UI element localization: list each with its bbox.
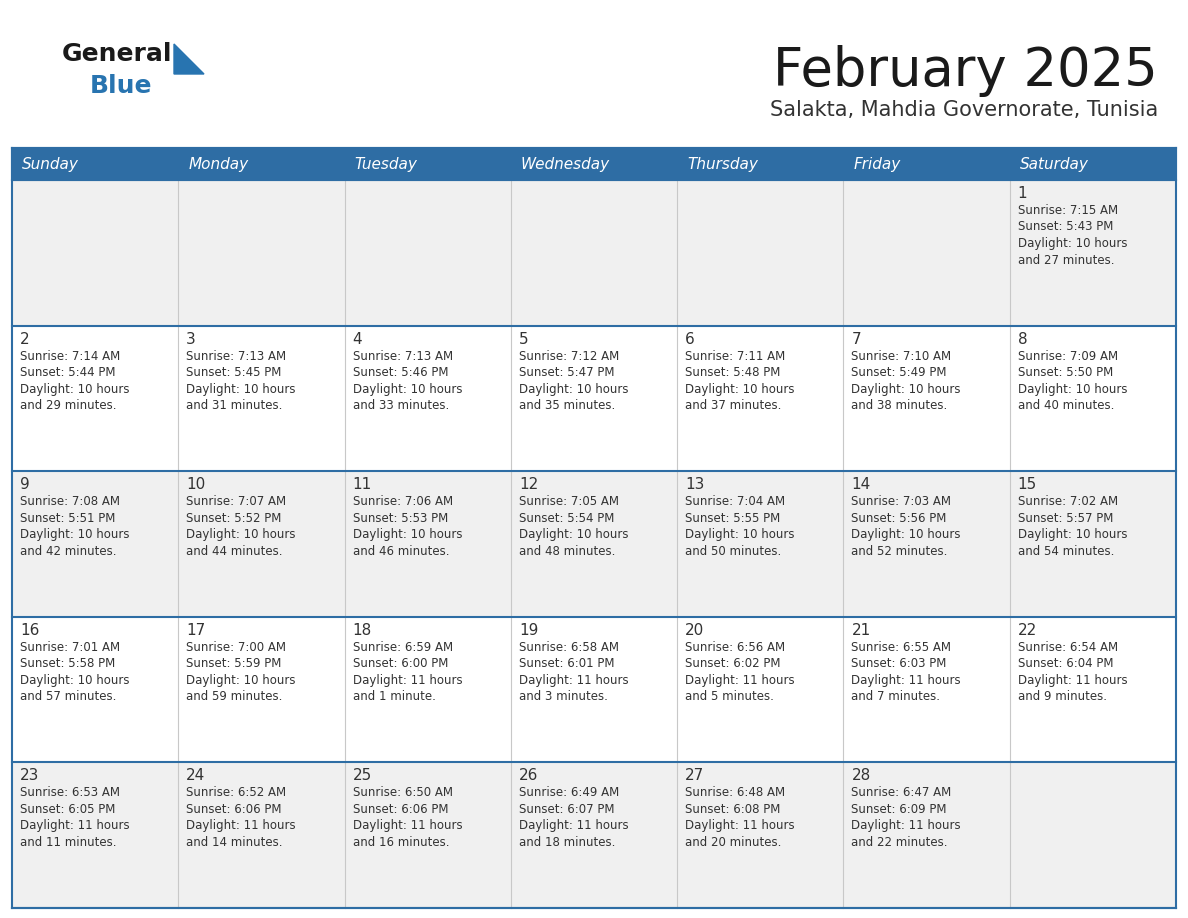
Text: Sunrise: 6:56 AM
Sunset: 6:02 PM
Daylight: 11 hours
and 5 minutes.: Sunrise: 6:56 AM Sunset: 6:02 PM Dayligh… bbox=[685, 641, 795, 703]
Bar bbox=[12, 617, 1176, 763]
Text: Sunrise: 6:50 AM
Sunset: 6:06 PM
Daylight: 11 hours
and 16 minutes.: Sunrise: 6:50 AM Sunset: 6:06 PM Dayligh… bbox=[353, 787, 462, 849]
Text: 4: 4 bbox=[353, 331, 362, 347]
Text: 7: 7 bbox=[852, 331, 861, 347]
Text: 22: 22 bbox=[1018, 622, 1037, 638]
Text: Sunrise: 6:53 AM
Sunset: 6:05 PM
Daylight: 11 hours
and 11 minutes.: Sunrise: 6:53 AM Sunset: 6:05 PM Dayligh… bbox=[20, 787, 129, 849]
Text: 5: 5 bbox=[519, 331, 529, 347]
Bar bbox=[12, 471, 1176, 617]
Text: Sunrise: 7:03 AM
Sunset: 5:56 PM
Daylight: 10 hours
and 52 minutes.: Sunrise: 7:03 AM Sunset: 5:56 PM Dayligh… bbox=[852, 495, 961, 558]
Bar bbox=[677, 148, 843, 180]
Text: Sunrise: 6:59 AM
Sunset: 6:00 PM
Daylight: 11 hours
and 1 minute.: Sunrise: 6:59 AM Sunset: 6:00 PM Dayligh… bbox=[353, 641, 462, 703]
Text: Sunrise: 7:10 AM
Sunset: 5:49 PM
Daylight: 10 hours
and 38 minutes.: Sunrise: 7:10 AM Sunset: 5:49 PM Dayligh… bbox=[852, 350, 961, 412]
Text: Sunrise: 7:04 AM
Sunset: 5:55 PM
Daylight: 10 hours
and 50 minutes.: Sunrise: 7:04 AM Sunset: 5:55 PM Dayligh… bbox=[685, 495, 795, 558]
Bar bbox=[1010, 148, 1176, 180]
Text: Sunrise: 6:48 AM
Sunset: 6:08 PM
Daylight: 11 hours
and 20 minutes.: Sunrise: 6:48 AM Sunset: 6:08 PM Dayligh… bbox=[685, 787, 795, 849]
Text: 13: 13 bbox=[685, 477, 704, 492]
Text: Saturday: Saturday bbox=[1019, 156, 1088, 172]
Text: Wednesday: Wednesday bbox=[520, 156, 609, 172]
Bar bbox=[12, 763, 1176, 908]
Bar bbox=[843, 148, 1010, 180]
Bar bbox=[345, 148, 511, 180]
Text: Thursday: Thursday bbox=[687, 156, 758, 172]
Bar bbox=[12, 148, 1176, 180]
Text: Sunrise: 6:47 AM
Sunset: 6:09 PM
Daylight: 11 hours
and 22 minutes.: Sunrise: 6:47 AM Sunset: 6:09 PM Dayligh… bbox=[852, 787, 961, 849]
Text: Sunrise: 7:01 AM
Sunset: 5:58 PM
Daylight: 10 hours
and 57 minutes.: Sunrise: 7:01 AM Sunset: 5:58 PM Dayligh… bbox=[20, 641, 129, 703]
Text: 28: 28 bbox=[852, 768, 871, 783]
Text: Sunrise: 7:00 AM
Sunset: 5:59 PM
Daylight: 10 hours
and 59 minutes.: Sunrise: 7:00 AM Sunset: 5:59 PM Dayligh… bbox=[187, 641, 296, 703]
Text: 16: 16 bbox=[20, 622, 39, 638]
Text: 21: 21 bbox=[852, 622, 871, 638]
Text: Sunrise: 7:08 AM
Sunset: 5:51 PM
Daylight: 10 hours
and 42 minutes.: Sunrise: 7:08 AM Sunset: 5:51 PM Dayligh… bbox=[20, 495, 129, 558]
Bar bbox=[511, 148, 677, 180]
Text: Sunrise: 7:11 AM
Sunset: 5:48 PM
Daylight: 10 hours
and 37 minutes.: Sunrise: 7:11 AM Sunset: 5:48 PM Dayligh… bbox=[685, 350, 795, 412]
Text: General: General bbox=[62, 42, 172, 66]
Text: 14: 14 bbox=[852, 477, 871, 492]
Text: Sunrise: 7:09 AM
Sunset: 5:50 PM
Daylight: 10 hours
and 40 minutes.: Sunrise: 7:09 AM Sunset: 5:50 PM Dayligh… bbox=[1018, 350, 1127, 412]
Bar bbox=[12, 326, 1176, 471]
Text: Sunrise: 7:07 AM
Sunset: 5:52 PM
Daylight: 10 hours
and 44 minutes.: Sunrise: 7:07 AM Sunset: 5:52 PM Dayligh… bbox=[187, 495, 296, 558]
Text: 3: 3 bbox=[187, 331, 196, 347]
Text: Sunrise: 6:58 AM
Sunset: 6:01 PM
Daylight: 11 hours
and 3 minutes.: Sunrise: 6:58 AM Sunset: 6:01 PM Dayligh… bbox=[519, 641, 628, 703]
Text: 23: 23 bbox=[20, 768, 39, 783]
Bar bbox=[12, 180, 1176, 326]
Text: Sunrise: 6:52 AM
Sunset: 6:06 PM
Daylight: 11 hours
and 14 minutes.: Sunrise: 6:52 AM Sunset: 6:06 PM Dayligh… bbox=[187, 787, 296, 849]
Text: 6: 6 bbox=[685, 331, 695, 347]
Text: Sunrise: 7:02 AM
Sunset: 5:57 PM
Daylight: 10 hours
and 54 minutes.: Sunrise: 7:02 AM Sunset: 5:57 PM Dayligh… bbox=[1018, 495, 1127, 558]
Bar bbox=[12, 148, 178, 180]
Text: 1: 1 bbox=[1018, 186, 1028, 201]
Text: Sunrise: 7:06 AM
Sunset: 5:53 PM
Daylight: 10 hours
and 46 minutes.: Sunrise: 7:06 AM Sunset: 5:53 PM Dayligh… bbox=[353, 495, 462, 558]
Text: 8: 8 bbox=[1018, 331, 1028, 347]
Text: Sunrise: 6:54 AM
Sunset: 6:04 PM
Daylight: 11 hours
and 9 minutes.: Sunrise: 6:54 AM Sunset: 6:04 PM Dayligh… bbox=[1018, 641, 1127, 703]
Text: Sunday: Sunday bbox=[23, 156, 78, 172]
Text: 20: 20 bbox=[685, 622, 704, 638]
Text: 15: 15 bbox=[1018, 477, 1037, 492]
Text: 2: 2 bbox=[20, 331, 30, 347]
Text: 17: 17 bbox=[187, 622, 206, 638]
Text: 19: 19 bbox=[519, 622, 538, 638]
Text: February 2025: February 2025 bbox=[773, 45, 1158, 97]
Text: Blue: Blue bbox=[90, 74, 152, 98]
Bar bbox=[178, 148, 345, 180]
Text: Sunrise: 7:12 AM
Sunset: 5:47 PM
Daylight: 10 hours
and 35 minutes.: Sunrise: 7:12 AM Sunset: 5:47 PM Dayligh… bbox=[519, 350, 628, 412]
Text: Sunrise: 7:05 AM
Sunset: 5:54 PM
Daylight: 10 hours
and 48 minutes.: Sunrise: 7:05 AM Sunset: 5:54 PM Dayligh… bbox=[519, 495, 628, 558]
Text: Sunrise: 7:14 AM
Sunset: 5:44 PM
Daylight: 10 hours
and 29 minutes.: Sunrise: 7:14 AM Sunset: 5:44 PM Dayligh… bbox=[20, 350, 129, 412]
Text: 11: 11 bbox=[353, 477, 372, 492]
Text: Monday: Monday bbox=[188, 156, 248, 172]
Polygon shape bbox=[173, 44, 204, 74]
Text: Friday: Friday bbox=[853, 156, 901, 172]
Text: Salakta, Mahdia Governorate, Tunisia: Salakta, Mahdia Governorate, Tunisia bbox=[770, 100, 1158, 120]
Text: Sunrise: 6:49 AM
Sunset: 6:07 PM
Daylight: 11 hours
and 18 minutes.: Sunrise: 6:49 AM Sunset: 6:07 PM Dayligh… bbox=[519, 787, 628, 849]
Text: Sunrise: 7:13 AM
Sunset: 5:45 PM
Daylight: 10 hours
and 31 minutes.: Sunrise: 7:13 AM Sunset: 5:45 PM Dayligh… bbox=[187, 350, 296, 412]
Text: 24: 24 bbox=[187, 768, 206, 783]
Text: Sunrise: 7:13 AM
Sunset: 5:46 PM
Daylight: 10 hours
and 33 minutes.: Sunrise: 7:13 AM Sunset: 5:46 PM Dayligh… bbox=[353, 350, 462, 412]
Text: 9: 9 bbox=[20, 477, 30, 492]
Text: 12: 12 bbox=[519, 477, 538, 492]
Text: 25: 25 bbox=[353, 768, 372, 783]
Text: 18: 18 bbox=[353, 622, 372, 638]
Text: Sunrise: 6:55 AM
Sunset: 6:03 PM
Daylight: 11 hours
and 7 minutes.: Sunrise: 6:55 AM Sunset: 6:03 PM Dayligh… bbox=[852, 641, 961, 703]
Text: 10: 10 bbox=[187, 477, 206, 492]
Text: 26: 26 bbox=[519, 768, 538, 783]
Text: 27: 27 bbox=[685, 768, 704, 783]
Text: Sunrise: 7:15 AM
Sunset: 5:43 PM
Daylight: 10 hours
and 27 minutes.: Sunrise: 7:15 AM Sunset: 5:43 PM Dayligh… bbox=[1018, 204, 1127, 266]
Text: Tuesday: Tuesday bbox=[354, 156, 417, 172]
